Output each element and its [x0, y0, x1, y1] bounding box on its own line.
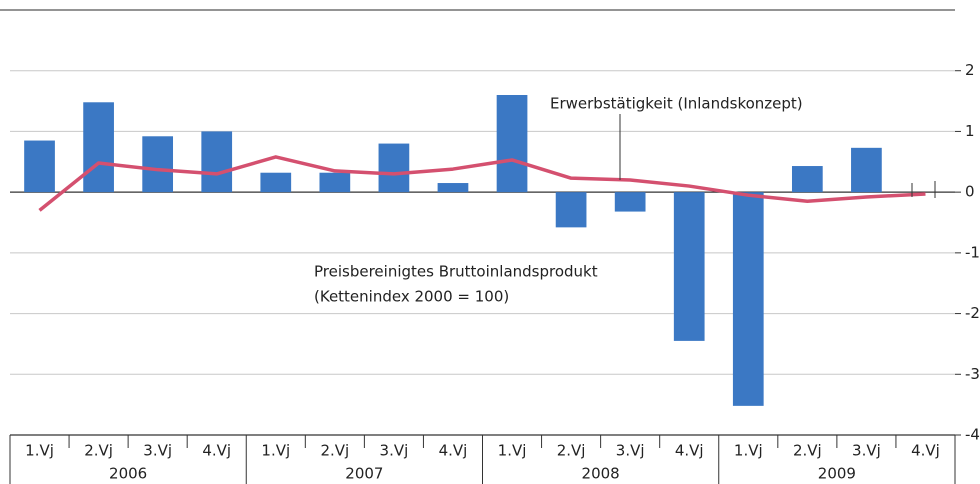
bar	[555, 192, 587, 228]
x-tick-label: 4.Vj	[911, 442, 940, 460]
bar	[851, 147, 882, 193]
y-tick-label: -2	[965, 304, 980, 322]
x-group-label: 2007	[345, 465, 383, 483]
x-tick-label: 4.Vj	[202, 442, 231, 460]
y-tick-label: -1	[965, 243, 980, 261]
x-tick-label: 4.Vj	[675, 442, 704, 460]
x-tick-label: 1.Vj	[25, 442, 54, 460]
x-tick-label: 3.Vj	[616, 442, 645, 460]
x-tick-label: 3.Vj	[143, 442, 172, 460]
bar	[201, 131, 233, 193]
y-tick-label: 2	[965, 61, 975, 79]
bar	[496, 95, 528, 193]
bar	[614, 192, 646, 212]
x-tick-label: 2.Vj	[793, 442, 822, 460]
x-tick-label: 1.Vj	[261, 442, 290, 460]
series-label: (Kettenindex 2000 = 100)	[314, 288, 509, 306]
series-label: Erwerbstätigkeit (Inlandskonzept)	[550, 95, 803, 113]
x-tick-label: 1.Vj	[734, 442, 763, 460]
line	[38, 155, 926, 212]
bar	[437, 183, 469, 193]
y-tick-label: -4	[965, 426, 980, 444]
x-group-label: 2006	[109, 465, 147, 483]
x-tick-label: 3.Vj	[380, 442, 409, 460]
bar	[378, 143, 410, 193]
bar	[319, 172, 351, 193]
bar	[142, 136, 174, 193]
x-group-label: 2009	[818, 465, 856, 483]
x-tick-label: 4.Vj	[439, 442, 468, 460]
x-tick-label: 2.Vj	[557, 442, 586, 460]
bar	[732, 192, 764, 406]
y-tick-label: 1	[965, 122, 975, 140]
bar	[260, 172, 292, 193]
x-tick-label: 1.Vj	[498, 442, 527, 460]
x-tick-label: 3.Vj	[852, 442, 881, 460]
x-tick-label: 2.Vj	[84, 442, 113, 460]
series-label: Preisbereinigtes Bruttoinlandsprodukt	[314, 263, 598, 281]
y-tick-label: 0	[965, 183, 975, 201]
bar	[24, 140, 55, 193]
y-tick-label: -3	[965, 365, 980, 383]
bar	[83, 102, 114, 193]
bar	[791, 166, 823, 193]
x-tick-label: 2.Vj	[320, 442, 349, 460]
bar	[673, 192, 705, 341]
x-group-label: 2008	[582, 465, 620, 483]
